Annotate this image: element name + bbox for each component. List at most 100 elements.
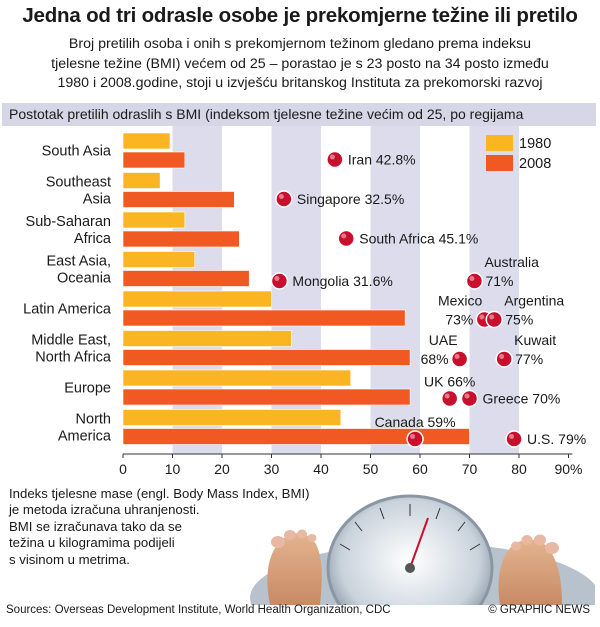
category-label: Europe <box>64 381 111 397</box>
country-label: 75% <box>505 312 533 328</box>
bar-2008 <box>122 349 411 366</box>
uae-dot <box>450 350 469 368</box>
bar-chart: 0 10 20 30 40 50 60 70 80 90%South AsiaSoutheastA… <box>23 126 586 477</box>
category-label: Asia <box>83 192 112 208</box>
bar-2008 <box>122 428 470 445</box>
country-label: Kuwait <box>514 332 556 348</box>
bar-1980 <box>122 251 196 268</box>
x-tick-label: 10 <box>165 461 181 477</box>
category-label: Southeast <box>46 175 111 191</box>
country-label: U.S. 79% <box>527 431 586 447</box>
category-label: Middle East, <box>31 333 111 349</box>
country-label: South Africa 45.1% <box>359 231 478 247</box>
dot-highlight <box>509 434 515 439</box>
uk-dot <box>440 389 459 408</box>
country-label: UK 66% <box>424 374 475 390</box>
note-line: je metoda izračuna uhranjenosti. <box>9 502 200 518</box>
legend-swatch-2008 <box>486 155 513 171</box>
dot-highlight <box>499 354 505 359</box>
dot-highlight <box>469 276 475 281</box>
bar-1980 <box>122 211 186 229</box>
scale-dial <box>326 494 494 605</box>
greece-dot <box>460 389 479 408</box>
south-dot <box>337 229 355 248</box>
country-label: 73% <box>445 312 473 328</box>
bar-2008 <box>122 388 411 406</box>
dot-highlight <box>278 194 284 199</box>
left-foot <box>267 533 322 605</box>
legend-swatch-1980 <box>486 135 513 151</box>
country-label: Argentina <box>504 293 564 309</box>
bar-2008 <box>122 191 235 208</box>
sources-text: Sources: Overseas Development Institute,… <box>6 604 391 616</box>
bar-2008 <box>122 151 186 169</box>
country-label: Singapore 32.5% <box>297 191 404 207</box>
scale-needle <box>409 517 429 569</box>
bar-2008 <box>122 230 240 248</box>
country-label: Australia <box>484 254 539 270</box>
category-label: Latin America <box>23 302 112 318</box>
x-tick-label: 30 <box>264 461 280 477</box>
legend-label: 2008 <box>519 156 551 172</box>
singapore-dot <box>275 190 293 208</box>
bar-2008 <box>122 309 406 327</box>
page-title: Jedna od tri odrasle osobe je prekomjern… <box>22 4 578 27</box>
dot-highlight <box>410 434 416 439</box>
x-tick-label: 80 <box>511 461 527 477</box>
x-tick-label: 70 <box>462 461 478 477</box>
bathroom-scale-illustration <box>250 494 595 605</box>
bar-1980 <box>122 409 342 426</box>
category-label: Sub-Saharan <box>26 214 111 230</box>
right-foot <box>498 539 562 605</box>
category-label: North <box>76 412 111 428</box>
dot-highlight <box>479 314 485 320</box>
dot-highlight <box>329 154 335 160</box>
dot-highlight <box>341 233 347 239</box>
bar-1980 <box>122 290 272 308</box>
note-line: težina u kilogramima podijeli <box>9 535 175 551</box>
subtitle: Broj pretilih osoba i onih s prekomjerno… <box>30 35 570 94</box>
bar-1980 <box>122 369 351 387</box>
subtitle-line: 1980 i 2008.godine, stoji u izvješću bri… <box>57 75 543 91</box>
country-label: Mongolia 31.6% <box>292 273 392 289</box>
bar-1980 <box>122 172 161 189</box>
us-dot <box>505 430 523 448</box>
dot-highlight <box>274 276 280 281</box>
x-tick-label: 40 <box>313 461 329 477</box>
category-label: Africa <box>74 231 112 247</box>
legend-label: 1980 <box>519 136 551 152</box>
australia-dot <box>465 272 484 290</box>
x-tick-label: 50 <box>363 461 379 477</box>
kuwait-dot <box>495 350 513 368</box>
country-label: UAE <box>429 332 458 348</box>
chart-title-band: Postotak pretilih odraslih s BMI (indeks… <box>2 103 596 126</box>
x-tick-label: 60 <box>412 461 428 477</box>
country-label: Greece 70% <box>483 391 561 407</box>
category-label: North Africa <box>35 350 112 366</box>
x-tick-label: 0 <box>119 461 127 477</box>
argentina-dot <box>485 310 503 329</box>
note-line: Indeks tjelesne mase (engl. Body Mass In… <box>9 486 310 501</box>
subtitle-line: tjelesne težine (BMI) većem od 25 – pora… <box>51 55 549 72</box>
bar-1980 <box>122 330 292 347</box>
country-label: 68% <box>421 351 449 367</box>
credit-text: © GRAPHIC NEWS <box>488 604 590 616</box>
iran-dot <box>326 150 344 169</box>
dot-highlight <box>444 393 450 399</box>
note-line: s visinom u metrima. <box>9 551 130 567</box>
category-label: Oceania <box>57 271 112 287</box>
bmi-note: Indeks tjelesne mase (engl. Body Mass In… <box>9 486 339 568</box>
x-tick-label: 90% <box>554 461 582 477</box>
bar-1980 <box>122 132 171 150</box>
country-label: Iran 42.8% <box>348 152 416 168</box>
dot-highlight <box>489 314 495 320</box>
category-label: America <box>58 429 112 445</box>
subtitle-line: Broj pretilih osoba i onih s prekomjerno… <box>68 36 532 52</box>
country-label: Mexico <box>438 293 483 309</box>
country-label: 71% <box>485 273 513 289</box>
category-label: East Asia, <box>47 254 111 270</box>
country-label: Canada 59% <box>375 414 456 430</box>
canada-dot <box>406 430 424 448</box>
mongolia-dot <box>270 272 289 290</box>
dot-highlight <box>464 393 470 399</box>
